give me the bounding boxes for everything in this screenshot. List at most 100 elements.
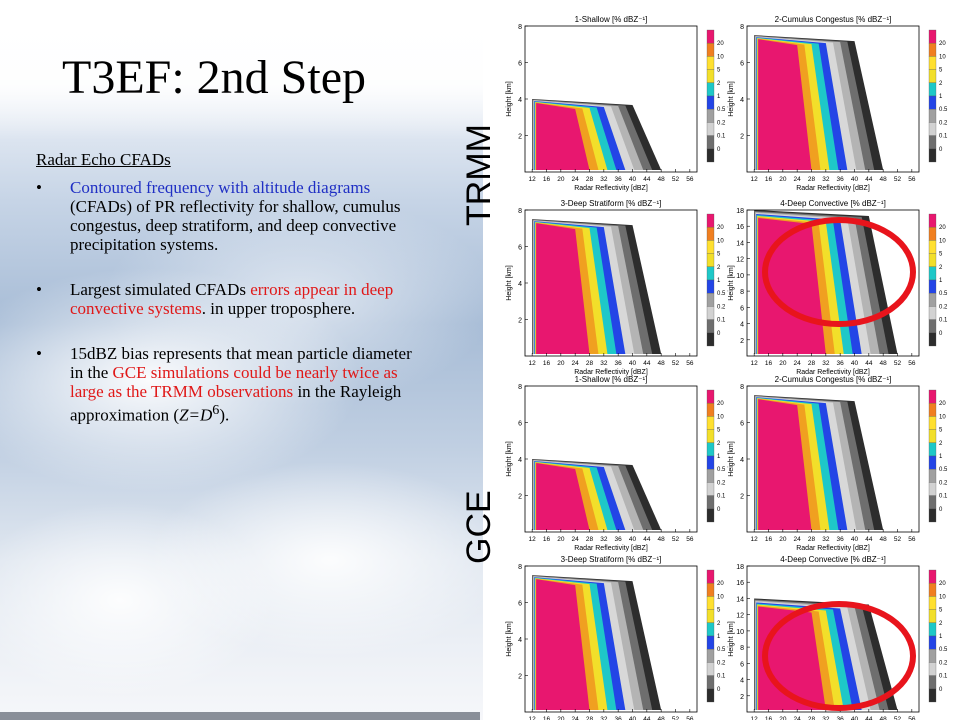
cfad-colorbar-cell (928, 293, 937, 307)
cfad-xtick-label: 40 (629, 176, 637, 183)
cfad-xlabel: Radar Reflectivity [dBZ] (574, 545, 648, 552)
cfad-colorbar-cell (928, 675, 937, 689)
cfad-colorbar-label: 1 (717, 454, 721, 460)
cfad-colorbar-cell (706, 508, 715, 523)
cfad-xtick-label: 24 (572, 360, 580, 367)
bullet2-part-a: Largest simulated CFADs (70, 280, 251, 299)
cfad-ytick-label: 10 (736, 629, 744, 636)
cfad-colorbar-cell (706, 43, 715, 57)
cfad-xtick-label: 40 (851, 716, 859, 720)
cfad-colorbar-label: 0.2 (939, 120, 948, 126)
cfad-ytick-label: 4 (518, 281, 522, 288)
cfad-xtick-label: 48 (658, 176, 666, 183)
cfad-ylabel: Height [km] (506, 265, 513, 300)
cfad-xtick-label: 48 (658, 536, 666, 543)
cfad-colorbar-cell (928, 622, 937, 637)
cfad-xtick-label: 32 (822, 536, 830, 543)
cfad-xtick-label: 48 (658, 716, 666, 720)
section-heading: Radar Echo CFADs (36, 150, 171, 169)
cfad-xtick-label: 48 (880, 176, 888, 183)
cfad-colorbar-cell (928, 69, 937, 83)
cfad-xtick-label: 32 (600, 360, 608, 367)
cfad-colorbar-label: 5 (717, 428, 721, 434)
cfad-colorbar-cell (928, 109, 937, 123)
cfad-xtick-label: 36 (615, 176, 623, 183)
cfad-xtick-label: 24 (794, 716, 802, 720)
cfad-colorbar-label: 20 (939, 41, 946, 47)
bullet3-part-c: in the Rayleigh approximation ( (70, 382, 402, 425)
cfad-xtick-label: 16 (765, 176, 773, 183)
cfad-colorbar-cell (928, 482, 937, 496)
cfad-colorbar-cell (706, 82, 715, 97)
cfad-colorbar-label: 10 (717, 54, 724, 60)
cfad-ytick-label: 14 (736, 596, 744, 603)
cfad-ytick-label: 4 (740, 678, 744, 685)
cfad-colorbar-cell (928, 389, 937, 404)
cfad-xlabel: Radar Reflectivity [dBZ] (796, 369, 870, 376)
cfad-colorbar-label: 10 (939, 238, 946, 244)
cfad-colorbar-cell (928, 279, 937, 294)
cfad-colorbar-label: 1 (939, 94, 943, 100)
cfad-xtick-label: 44 (865, 716, 873, 720)
cfad-colorbar-cell (706, 609, 715, 623)
cfad-colorbar-cell (706, 122, 715, 136)
cfad-colorbar-label: 0.1 (717, 134, 726, 140)
cfad-colorbar-label: 5 (939, 608, 943, 614)
cfad-xtick-label: 24 (794, 536, 802, 543)
cfad-colorbar-label: 0.1 (939, 674, 948, 680)
cfad-colorbar-cell (706, 662, 715, 676)
cfad-colorbar-label: 5 (717, 252, 721, 258)
cfad-colorbar-cell (928, 43, 937, 57)
cfad-colorbar-label: 0.5 (939, 107, 948, 113)
cfad-ytick-label: 12 (736, 613, 744, 620)
cfad-colorbar-label: 1 (717, 634, 721, 640)
bullet1-part-a: Contoured frequency with altitude diagra… (70, 178, 371, 197)
cfad-colorbar-label: 0.1 (717, 674, 726, 680)
cfad-xtick-label: 20 (557, 536, 565, 543)
cfad-colorbar-cell (928, 403, 937, 417)
cfad-ylabel: Height [km] (506, 441, 513, 476)
cfad-colorbar-cell (706, 495, 715, 509)
cfad-colorbar-label: 10 (717, 594, 724, 600)
cfad-xlabel: Radar Reflectivity [dBZ] (574, 369, 648, 376)
cfad-colorbar-label: 0 (717, 147, 721, 153)
bullet-item: • Largest simulated CFADs errors appear … (36, 280, 414, 318)
cfad-colorbar-cell (706, 569, 715, 584)
cfad-ytick-label: 4 (518, 457, 522, 464)
bullet-glyph: • (36, 344, 42, 363)
cfad-xtick-label: 44 (643, 536, 651, 543)
cfad-xtick-label: 20 (779, 536, 787, 543)
bullet3-formula: Z=D (179, 405, 213, 425)
cfad-ytick-label: 16 (736, 580, 744, 587)
cfad-colorbar-label: 10 (717, 414, 724, 420)
cfad-colorbar-cell (706, 649, 715, 663)
cfad-colorbar-cell (928, 609, 937, 623)
cfad-colorbar-cell (928, 95, 937, 110)
cfad-xtick-label: 44 (865, 536, 873, 543)
cfad-colorbar-label: 1 (717, 278, 721, 284)
cfad-xtick-label: 12 (529, 360, 537, 367)
cfad-colorbar-cell (706, 332, 715, 347)
cfad-ytick-label: 10 (736, 273, 744, 280)
cfad-xtick-label: 40 (851, 360, 859, 367)
cfad-colorbar-cell (928, 635, 937, 650)
cfad-colorbar-label: 20 (939, 225, 946, 231)
cfad-colorbar-label: 20 (717, 41, 724, 47)
cfad-colorbar-cell (928, 455, 937, 470)
cfad-colorbar-label: 0.1 (939, 134, 948, 140)
cfad-colorbar-cell (928, 495, 937, 509)
gce-label: GCE (460, 490, 498, 564)
cfad-xtick-label: 12 (751, 360, 759, 367)
cfad-colorbar-cell (706, 688, 715, 703)
cfad-colorbar-cell (706, 95, 715, 110)
cfad-ytick-label: 2 (518, 318, 522, 325)
cfad-xtick-label: 24 (794, 360, 802, 367)
cfad-colorbar-label: 0.5 (939, 291, 948, 297)
cfad-xtick-label: 56 (686, 176, 694, 183)
highlight-circle (762, 217, 916, 327)
cfad-colorbar-label: 5 (939, 252, 943, 258)
cfad-xtick-label: 32 (822, 716, 830, 720)
cfad-xtick-label: 48 (658, 360, 666, 367)
cfad-colorbar-cell (706, 148, 715, 163)
cfad-colorbar-cell (706, 389, 715, 404)
